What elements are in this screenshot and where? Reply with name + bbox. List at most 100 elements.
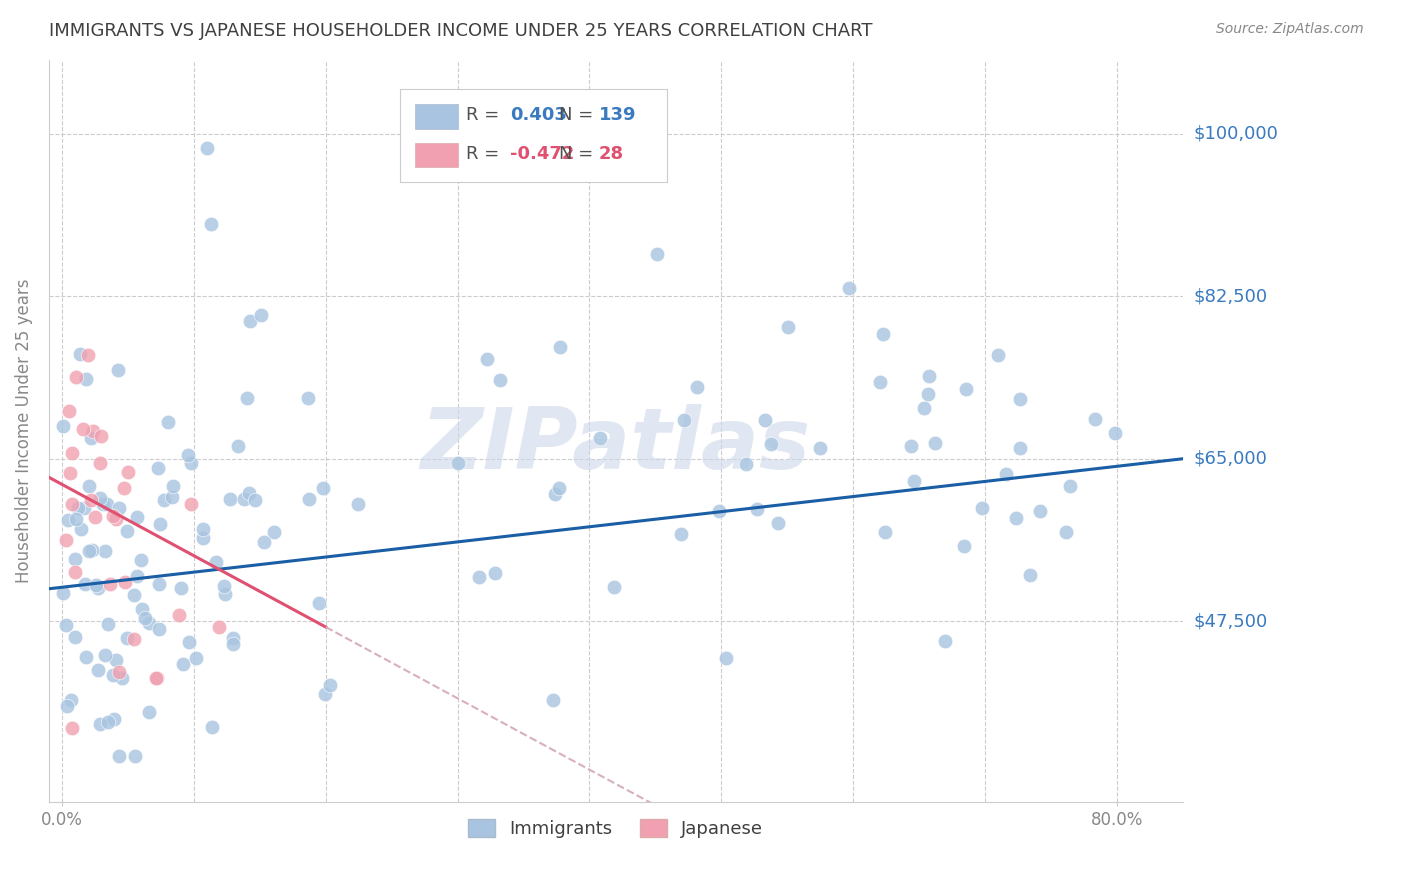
- Point: [180, 498, 202, 512]
- Point: [56, 699, 79, 714]
- Point: [177, 635, 200, 649]
- Point: [75, 650, 97, 665]
- Point: [63, 565, 86, 579]
- FancyBboxPatch shape: [401, 89, 666, 182]
- Text: N =: N =: [560, 106, 599, 124]
- Point: [107, 362, 129, 376]
- Point: [73, 501, 96, 516]
- Point: [60, 497, 83, 511]
- FancyBboxPatch shape: [415, 104, 458, 128]
- Point: [208, 620, 231, 634]
- Point: [201, 720, 224, 734]
- Point: [239, 314, 262, 328]
- Point: [1104, 425, 1126, 440]
- Point: [222, 631, 245, 645]
- Point: [214, 587, 236, 601]
- Point: [101, 667, 124, 681]
- Point: [138, 615, 160, 630]
- Point: [297, 392, 319, 406]
- Point: [953, 539, 976, 553]
- Point: [59, 466, 82, 480]
- Point: [65, 512, 87, 526]
- Text: ZIPatlas: ZIPatlas: [420, 404, 811, 487]
- Point: [298, 492, 321, 507]
- Text: $100,000: $100,000: [1194, 125, 1278, 143]
- Point: [148, 576, 170, 591]
- Point: [112, 481, 135, 495]
- Point: [761, 437, 783, 451]
- Text: Source: ZipAtlas.com: Source: ZipAtlas.com: [1216, 22, 1364, 37]
- Point: [249, 309, 271, 323]
- Point: [735, 457, 758, 471]
- Point: [547, 481, 569, 495]
- Point: [447, 456, 470, 470]
- Point: [745, 501, 768, 516]
- Point: [308, 596, 330, 610]
- Point: [603, 581, 626, 595]
- Point: [312, 481, 335, 495]
- Point: [193, 531, 215, 545]
- Text: $47,500: $47,500: [1194, 612, 1268, 631]
- Point: [80, 493, 103, 508]
- Point: [73, 577, 96, 591]
- Point: [912, 401, 935, 416]
- Point: [1084, 412, 1107, 426]
- Text: R =: R =: [467, 145, 505, 163]
- Point: [58, 404, 80, 418]
- Point: [900, 439, 922, 453]
- Point: [233, 492, 256, 507]
- Point: [77, 479, 100, 493]
- Point: [55, 617, 77, 632]
- Point: [157, 415, 180, 429]
- Point: [117, 465, 139, 479]
- Text: IMMIGRANTS VS JAPANESE HOUSEHOLDER INCOME UNDER 25 YEARS CORRELATION CHART: IMMIGRANTS VS JAPANESE HOUSEHOLDER INCOM…: [49, 22, 873, 40]
- Point: [96, 616, 118, 631]
- Point: [96, 497, 118, 511]
- Point: [875, 524, 897, 539]
- Point: [82, 425, 104, 439]
- Point: [987, 348, 1010, 362]
- Point: [645, 246, 668, 260]
- Point: [160, 491, 183, 505]
- Point: [146, 671, 169, 685]
- Point: [146, 461, 169, 475]
- Point: [55, 533, 77, 548]
- Text: N =: N =: [560, 145, 599, 163]
- Point: [91, 498, 114, 512]
- Point: [52, 586, 75, 600]
- Point: [541, 693, 564, 707]
- Point: [162, 478, 184, 492]
- Point: [108, 748, 131, 763]
- Point: [970, 501, 993, 516]
- Point: [72, 421, 94, 435]
- Point: [80, 543, 103, 558]
- Point: [66, 500, 89, 515]
- Point: [80, 431, 103, 445]
- Point: [489, 373, 512, 387]
- Point: [87, 581, 110, 595]
- Point: [100, 576, 122, 591]
- Point: [346, 497, 368, 511]
- Point: [105, 511, 128, 525]
- Point: [709, 504, 731, 518]
- Point: [87, 664, 110, 678]
- Point: [238, 485, 260, 500]
- Point: [129, 553, 152, 567]
- Point: [669, 527, 692, 541]
- Point: [484, 566, 506, 580]
- Point: [1008, 442, 1031, 456]
- Point: [77, 543, 100, 558]
- Point: [52, 418, 75, 433]
- Point: [212, 579, 235, 593]
- Point: [148, 517, 170, 532]
- Point: [89, 716, 111, 731]
- Point: [221, 637, 243, 651]
- Point: [97, 715, 120, 730]
- Point: [148, 623, 170, 637]
- Point: [903, 474, 925, 488]
- Point: [83, 510, 105, 524]
- Point: [89, 491, 111, 506]
- Point: [195, 141, 218, 155]
- Text: 139: 139: [599, 106, 637, 124]
- Point: [65, 630, 87, 644]
